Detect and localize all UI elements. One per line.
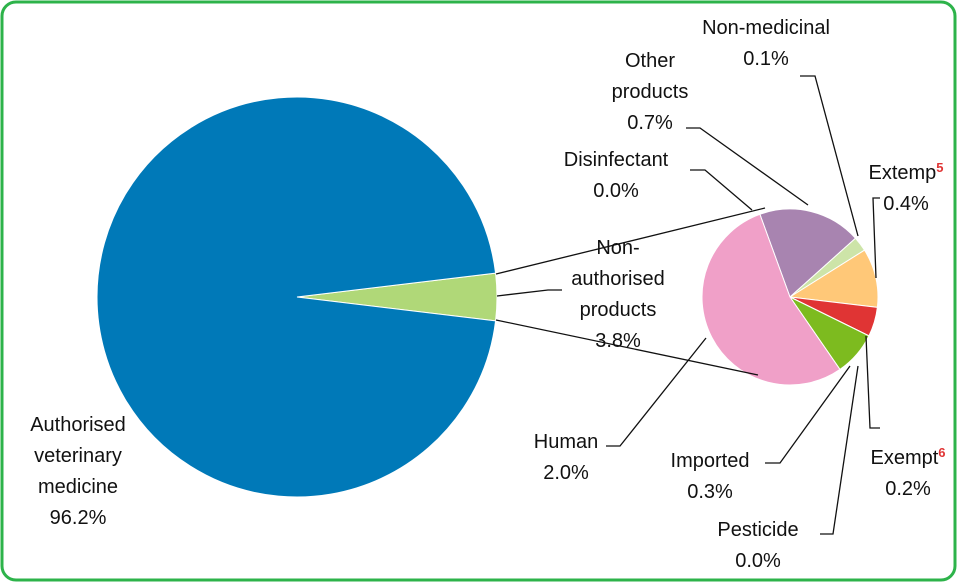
slice-label: Disinfectant 0.0% [564, 145, 669, 207]
category: Non-medicinal [702, 16, 830, 39]
category: Other products [611, 49, 689, 103]
leader-line [800, 75, 859, 237]
leader-lines [495, 75, 880, 535]
leader-line [606, 337, 707, 447]
value-label: 0.0% [593, 179, 639, 202]
value-label: 0.2% [885, 477, 931, 500]
leader-line [690, 169, 753, 211]
slice-label: Non- authorised products 3.8% [571, 233, 664, 357]
slice-label: Other products 0.7% [612, 46, 689, 139]
category: Exempt [870, 446, 939, 469]
leader-line [865, 335, 880, 429]
value-label: 0.3% [687, 480, 733, 503]
slice-label: Exempt6 0.2% [870, 437, 945, 505]
slice-label: Imported 0.3% [671, 446, 750, 508]
value-label: 3.8% [595, 329, 641, 352]
connector [495, 207, 766, 275]
pie-slice [96, 96, 497, 498]
value-label: 0.0% [735, 549, 781, 572]
pie-slice [701, 213, 841, 386]
leader-line [496, 289, 562, 297]
value-label: 0.4% [883, 192, 929, 215]
category: Human [533, 430, 599, 453]
leader-line [765, 365, 851, 464]
value-label: 0.7% [627, 111, 673, 134]
footnote-mark: 5 [936, 159, 944, 175]
slice-label: Authorised veterinary medicine 96.2% [30, 410, 126, 534]
value-label: 0.1% [743, 47, 789, 70]
leader-line [820, 365, 859, 535]
slice-label: Pesticide 0.0% [717, 515, 798, 577]
value-label: 96.2% [49, 506, 107, 529]
slice-label: Extemp5 0.4% [868, 152, 943, 220]
footnote-mark: 6 [938, 444, 946, 460]
category: Non- authorised products [571, 236, 665, 321]
leader-line [872, 197, 880, 279]
category: Extemp [868, 161, 937, 184]
slice-label: Human 2.0% [534, 427, 598, 489]
category: Imported [670, 449, 750, 472]
category: Authorised veterinary medicine [30, 413, 126, 498]
category: Pesticide [717, 518, 799, 541]
value-label: 2.0% [543, 461, 589, 484]
category: Disinfectant [563, 148, 669, 171]
slice-label: Non-medicinal 0.1% [702, 13, 830, 75]
leader-line [686, 127, 809, 206]
connector [495, 319, 759, 376]
pie-slice [759, 208, 857, 298]
